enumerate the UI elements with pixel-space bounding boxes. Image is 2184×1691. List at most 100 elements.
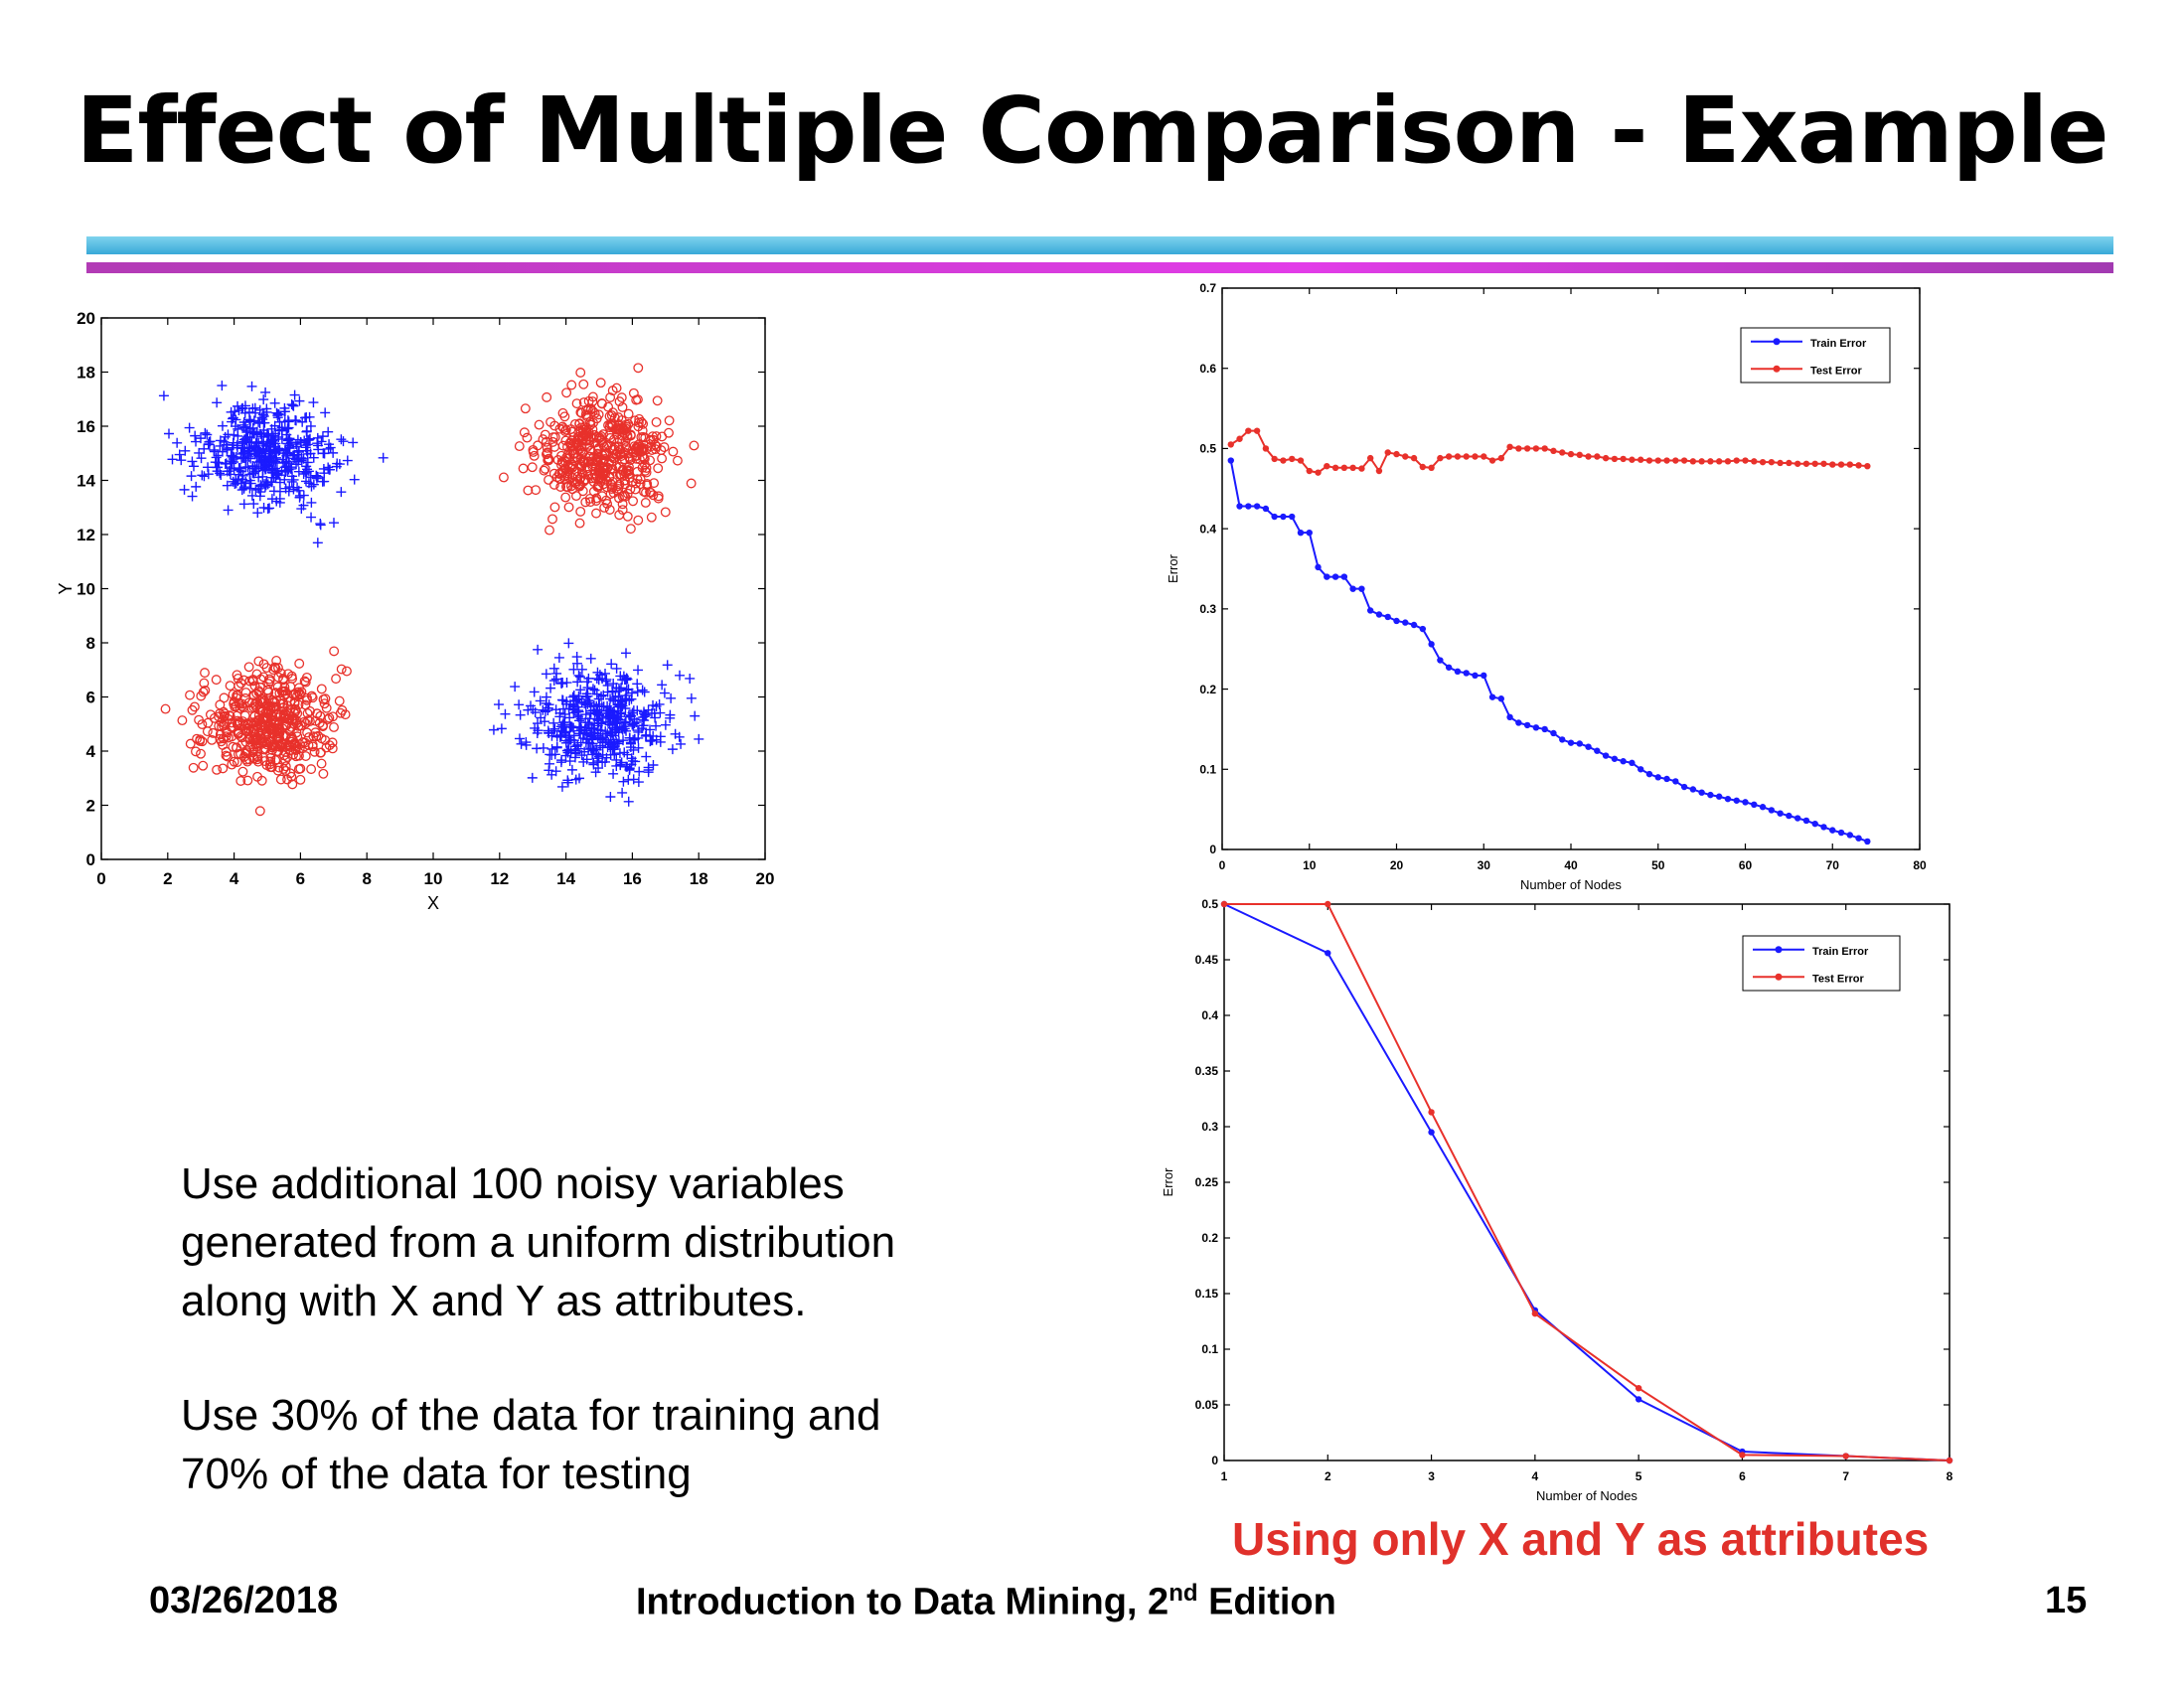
- y-tick-label: 18: [77, 363, 95, 382]
- x-tick-label: 10: [1303, 858, 1317, 872]
- scatter-point: [572, 709, 583, 720]
- scatter-point: [649, 478, 660, 489]
- scatter-point: [258, 394, 269, 405]
- scatter-point: [184, 422, 195, 433]
- data-point: [1576, 451, 1583, 459]
- data-point: [1306, 467, 1313, 475]
- scatter-point: [585, 653, 596, 664]
- scatter-point: [225, 710, 235, 721]
- scatter-point: [249, 448, 260, 459]
- scatter-point: [239, 407, 250, 418]
- scatter-point: [186, 471, 197, 482]
- scatter-point: [227, 759, 237, 770]
- scatter-point: [560, 492, 571, 503]
- scatter-point: [561, 745, 572, 756]
- data-point: [1742, 799, 1749, 806]
- scatter-point: [581, 677, 592, 688]
- scatter-point: [579, 475, 590, 486]
- scatter-point: [532, 743, 543, 754]
- scatter-point: [270, 663, 281, 674]
- scatter-point: [619, 470, 630, 481]
- scatter-point: [222, 444, 233, 455]
- data-point: [1227, 441, 1234, 448]
- scatter-point: [606, 484, 617, 495]
- scatter-point: [302, 727, 313, 738]
- x-tick-label: 3: [1428, 1469, 1435, 1483]
- scatter-point: [622, 674, 633, 685]
- x-tick-label: 20: [1390, 858, 1404, 872]
- scatter-point: [632, 466, 643, 477]
- x-tick-label: 6: [1739, 1469, 1746, 1483]
- scatter-point: [233, 430, 243, 441]
- scatter-point: [320, 735, 331, 746]
- data-point: [1253, 503, 1261, 510]
- scatter-point: [282, 700, 293, 711]
- scatter-point: [514, 733, 525, 744]
- scatter-point: [601, 482, 612, 493]
- data-point: [1410, 621, 1418, 629]
- scatter-point: [237, 716, 248, 726]
- scatter-point: [228, 412, 238, 423]
- scatter-point: [191, 746, 201, 757]
- scatter-point: [271, 448, 282, 459]
- footer-course-suffix: Edition: [1197, 1581, 1336, 1623]
- scatter-point: [571, 658, 582, 669]
- data-point: [1428, 641, 1435, 648]
- scatter-point: [267, 696, 278, 707]
- scatter-point: [319, 476, 330, 487]
- data-point: [1733, 797, 1740, 804]
- scatter-point: [248, 415, 259, 426]
- scatter-point: [255, 480, 266, 491]
- scatter-point: [273, 431, 284, 442]
- scatter-point: [639, 687, 650, 697]
- scatter-point: [551, 742, 562, 753]
- scatter-point: [311, 731, 322, 742]
- scatter-point: [200, 668, 210, 679]
- data-point: [1946, 1457, 1953, 1464]
- x-tick-label: 7: [1842, 1469, 1849, 1483]
- scatter-point: [268, 441, 279, 452]
- scatter-point: [529, 687, 540, 697]
- scatter-point: [633, 665, 644, 676]
- series-line: [1229, 460, 1868, 843]
- scatter-point: [607, 716, 618, 727]
- scatter-point: [286, 671, 297, 682]
- text-line: Use additional 100 noisy variables: [181, 1159, 845, 1208]
- scatter-point: [249, 427, 260, 438]
- scatter-point: [305, 433, 316, 444]
- scatter-point: [266, 740, 277, 751]
- data-point: [1454, 453, 1462, 460]
- scatter-point: [621, 761, 632, 772]
- scatter-point: [271, 407, 282, 418]
- scatter-point: [599, 449, 610, 460]
- footer-date: 03/26/2018: [149, 1580, 339, 1621]
- data-point: [1506, 713, 1513, 721]
- scatter-point: [306, 481, 317, 492]
- scatter-point: [553, 469, 564, 480]
- data-point: [1638, 766, 1644, 773]
- y-tick-label: 0.3: [1199, 602, 1216, 616]
- scatter-point: [331, 461, 342, 472]
- scatter-point: [236, 485, 247, 496]
- scatter-point: [568, 664, 579, 675]
- data-point: [1253, 427, 1261, 434]
- scatter-point: [620, 440, 631, 451]
- scatter-point: [228, 741, 238, 752]
- scatter-point: [306, 691, 317, 701]
- scatter-point: [532, 727, 543, 738]
- scatter-point: [197, 470, 208, 481]
- data-point: [1567, 739, 1575, 746]
- scatter-point: [226, 721, 236, 732]
- scatter-point: [160, 703, 171, 714]
- data-point: [1472, 453, 1479, 460]
- y-tick-label: 20: [77, 309, 95, 328]
- footer-page-number: 15: [2045, 1580, 2088, 1621]
- data-point: [1611, 755, 1619, 762]
- scatter-point: [218, 763, 229, 774]
- scatter-point: [600, 736, 611, 747]
- data-point: [1315, 563, 1322, 571]
- scatter-point: [659, 442, 670, 453]
- scatter-point: [572, 677, 583, 688]
- scatter-point: [566, 764, 577, 775]
- data-point: [1635, 1396, 1642, 1403]
